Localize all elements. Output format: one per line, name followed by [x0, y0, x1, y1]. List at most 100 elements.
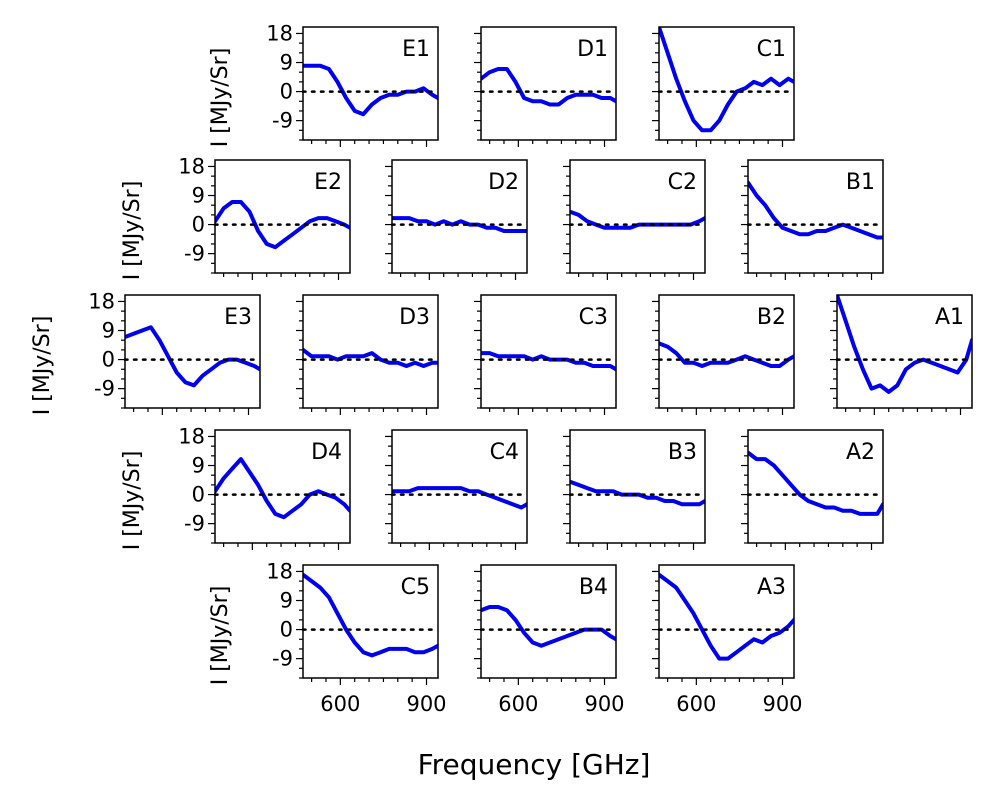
y-tick-label: 0	[280, 80, 293, 104]
y-tick-label: 0	[192, 483, 205, 507]
panels-group: E1 18 9 0 -9 I [MJy/Sr] D1 C1 E2 18 9 0 -9 I [MJy/Sr]…	[30, 21, 974, 716]
y-tick-label: -9	[272, 109, 293, 133]
x-tick-label: 900	[584, 692, 624, 716]
panel-frame	[480, 294, 617, 409]
series-line-c4	[392, 486, 527, 510]
panel-frame	[569, 159, 706, 274]
panel-title-e2: E2	[314, 170, 342, 195]
panel-e3: E3 18 9 0 -9 I [MJy/Sr]	[30, 289, 262, 416]
panel-title-e3: E3	[224, 305, 252, 330]
series-line-b4	[481, 605, 616, 648]
panel-b1: B1	[741, 159, 885, 280]
panel-frame	[214, 159, 351, 274]
panel-frame	[658, 564, 795, 679]
panel-e2: E2 18 9 0 -9 I [MJy/Sr]	[120, 154, 352, 281]
y-axis-label: I [MJy/Sr]	[120, 181, 145, 281]
panel-title-d1: D1	[577, 37, 608, 62]
y-tick-label: -9	[272, 647, 293, 671]
series-line-d2	[392, 216, 527, 233]
panel-d3: D3	[296, 294, 440, 415]
panel-d4: D4 18 9 0 -9 I [MJy/Sr]	[120, 424, 352, 550]
panel-frame	[391, 159, 528, 274]
y-tick-label: 9	[192, 184, 205, 208]
y-tick-label: -9	[184, 512, 205, 536]
y-tick-label: -9	[94, 377, 115, 401]
series-line-c3	[481, 351, 616, 372]
panel-frame	[124, 294, 261, 409]
x-tick-label: 600	[676, 692, 716, 716]
panel-title-b4: B4	[579, 575, 608, 600]
series-line-b2	[659, 341, 794, 368]
panel-frame	[214, 429, 351, 544]
panel-b2: B2	[652, 294, 796, 415]
y-tick-label: 9	[102, 319, 115, 343]
y-tick-label: -9	[184, 242, 205, 266]
y-tick-label: 18	[178, 424, 205, 448]
panel-title-c1: C1	[757, 37, 786, 62]
y-tick-label: 0	[192, 213, 205, 237]
series-line-a1	[837, 295, 972, 394]
panel-d1: D1	[474, 26, 618, 147]
panel-c5: C5 18 9 0 -9 I [MJy/Sr] 600 900	[208, 559, 447, 716]
panel-title-a2: A2	[846, 440, 875, 465]
panel-title-b1: B1	[846, 170, 875, 195]
y-axis-label: I [MJy/Sr]	[208, 48, 233, 148]
series-line-d3	[303, 347, 438, 368]
y-tick-label: 18	[266, 21, 293, 45]
series-line-c1	[659, 27, 794, 133]
panel-a2: A2	[741, 429, 885, 550]
panel-title-a3: A3	[757, 575, 786, 600]
panel-title-a1: A1	[935, 305, 964, 330]
panel-frame	[302, 564, 439, 679]
y-tick-label: 9	[280, 51, 293, 75]
panel-frame	[747, 159, 884, 274]
y-tick-label: 18	[266, 559, 293, 583]
panel-e1: E1 18 9 0 -9 I [MJy/Sr]	[208, 21, 440, 148]
panel-c1: C1	[652, 26, 796, 147]
panel-title-d2: D2	[488, 170, 519, 195]
x-tick-label: 600	[498, 692, 538, 716]
panel-frame	[658, 26, 795, 141]
y-axis-label: I [MJy/Sr]	[208, 586, 233, 686]
panel-frame	[480, 26, 617, 141]
series-line-a2	[748, 450, 883, 516]
panel-title-d3: D3	[399, 305, 430, 330]
panel-c3: C3	[474, 294, 618, 415]
panel-c2: C2	[563, 159, 707, 280]
panel-title-b2: B2	[757, 305, 786, 330]
series-line-c2	[570, 209, 705, 230]
panel-a1: A1	[830, 294, 974, 415]
panel-c4: C4	[385, 429, 529, 550]
x-tick-label: 900	[762, 692, 802, 716]
series-line-b3	[570, 479, 705, 507]
y-tick-label: 18	[178, 154, 205, 178]
panel-title-c5: C5	[401, 575, 430, 600]
series-line-d1	[481, 67, 616, 107]
panel-title-c4: C4	[490, 440, 519, 465]
panel-title-e1: E1	[402, 37, 430, 62]
series-line-e3	[125, 325, 260, 388]
y-axis-label: I [MJy/Sr]	[30, 316, 55, 416]
y-tick-label: 0	[280, 618, 293, 642]
panel-title-b3: B3	[668, 440, 697, 465]
y-tick-label: 9	[192, 454, 205, 478]
panel-b3: B3	[563, 429, 707, 550]
panel-title-c3: C3	[579, 305, 608, 330]
series-line-a3	[659, 572, 794, 661]
panel-frame	[658, 294, 795, 409]
x-tick-label: 900	[406, 692, 446, 716]
y-tick-label: 18	[88, 289, 115, 313]
x-tick-label: 600	[320, 692, 360, 716]
y-tick-label: 0	[102, 348, 115, 372]
panel-frame	[747, 429, 884, 544]
x-axis-label: Frequency [GHz]	[418, 748, 651, 781]
panel-frame	[480, 564, 617, 679]
series-line-b1	[748, 180, 883, 240]
panel-frame	[302, 294, 439, 409]
series-line-c5	[303, 572, 438, 658]
panel-frame	[391, 429, 528, 544]
panel-b4: B4 600 900	[474, 564, 625, 716]
panel-frame	[569, 429, 706, 544]
panel-frame	[302, 26, 439, 141]
